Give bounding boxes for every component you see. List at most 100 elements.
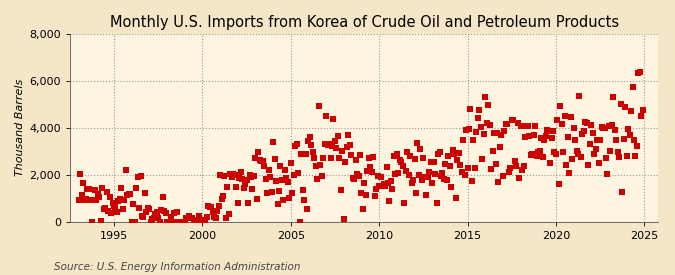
- Point: [76, 193, 87, 197]
- Point: [360, 193, 371, 197]
- Point: [346, 153, 356, 157]
- Point: [374, 184, 385, 188]
- Point: [101, 190, 112, 194]
- Point: [607, 123, 618, 128]
- Point: [444, 164, 455, 168]
- Point: [122, 193, 133, 197]
- Point: [460, 128, 471, 133]
- Point: [241, 178, 252, 182]
- Point: [303, 139, 314, 143]
- Point: [230, 173, 240, 177]
- Point: [603, 124, 614, 129]
- Point: [277, 177, 288, 182]
- Point: [441, 178, 452, 182]
- Point: [191, 219, 202, 224]
- Point: [502, 122, 513, 126]
- Point: [455, 163, 466, 167]
- Point: [268, 139, 279, 144]
- Point: [560, 114, 570, 118]
- Point: [470, 166, 481, 170]
- Point: [312, 177, 323, 181]
- Point: [182, 216, 193, 220]
- Point: [310, 164, 321, 168]
- Point: [292, 142, 302, 146]
- Point: [151, 210, 162, 214]
- Point: [257, 159, 268, 163]
- Point: [621, 154, 632, 158]
- Point: [383, 180, 394, 185]
- Point: [555, 104, 566, 108]
- Point: [403, 172, 414, 177]
- Point: [234, 176, 244, 181]
- Point: [475, 125, 486, 130]
- Point: [402, 150, 412, 155]
- Point: [219, 174, 230, 178]
- Point: [103, 209, 113, 213]
- Point: [237, 177, 248, 181]
- Point: [412, 141, 423, 145]
- Point: [434, 150, 445, 155]
- Point: [120, 167, 131, 172]
- Point: [201, 214, 212, 219]
- Point: [577, 132, 588, 136]
- Point: [601, 156, 612, 160]
- Point: [328, 117, 339, 122]
- Point: [546, 136, 557, 141]
- Point: [325, 156, 336, 161]
- Point: [587, 130, 598, 135]
- Point: [356, 191, 367, 196]
- Point: [512, 120, 523, 125]
- Point: [626, 109, 637, 114]
- Point: [318, 156, 329, 160]
- Point: [522, 123, 533, 128]
- Point: [79, 198, 90, 202]
- Point: [518, 163, 529, 168]
- Point: [508, 117, 518, 122]
- Point: [150, 212, 161, 216]
- Point: [315, 163, 325, 167]
- Point: [75, 172, 86, 176]
- Point: [514, 175, 524, 180]
- Point: [327, 143, 338, 148]
- Point: [390, 171, 401, 176]
- Point: [349, 177, 360, 182]
- Point: [322, 143, 333, 147]
- Point: [480, 95, 491, 99]
- Point: [145, 219, 156, 224]
- Point: [495, 145, 506, 150]
- Point: [279, 167, 290, 172]
- Point: [313, 104, 324, 108]
- Point: [200, 218, 211, 222]
- Point: [599, 126, 610, 131]
- Point: [524, 134, 535, 138]
- Point: [321, 113, 331, 118]
- Point: [250, 155, 261, 160]
- Point: [231, 185, 242, 189]
- Point: [624, 133, 635, 138]
- Point: [596, 125, 607, 129]
- Point: [176, 219, 187, 224]
- Point: [525, 153, 536, 157]
- Point: [637, 108, 648, 112]
- Point: [100, 205, 111, 210]
- Point: [187, 216, 198, 221]
- Point: [198, 219, 209, 224]
- Point: [474, 108, 485, 112]
- Point: [282, 180, 293, 185]
- Point: [373, 174, 383, 179]
- Point: [347, 175, 358, 180]
- Point: [156, 208, 167, 212]
- Point: [353, 174, 364, 178]
- Point: [275, 163, 286, 168]
- Point: [439, 177, 450, 181]
- Point: [612, 150, 623, 154]
- Point: [423, 175, 433, 179]
- Point: [405, 153, 416, 158]
- Point: [124, 192, 134, 196]
- Point: [205, 205, 215, 209]
- Point: [558, 150, 568, 155]
- Point: [381, 165, 392, 169]
- Point: [247, 186, 258, 191]
- Point: [562, 134, 573, 139]
- Point: [192, 219, 203, 224]
